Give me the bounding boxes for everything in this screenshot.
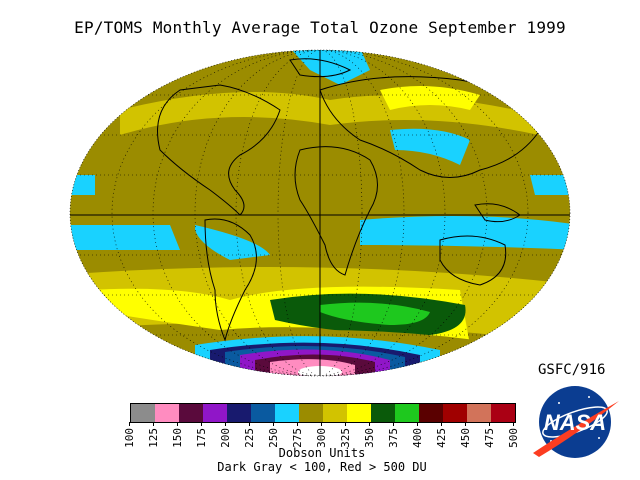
color-swatch	[179, 404, 203, 422]
color-swatch	[227, 404, 251, 422]
svg-text:NASA: NASA	[544, 410, 606, 435]
ozone-map	[69, 49, 571, 377]
globe-outline	[69, 49, 571, 377]
color-swatch	[491, 404, 515, 422]
color-swatch	[347, 404, 371, 422]
scale-note: Dark Gray < 100, Red > 500 DU	[217, 460, 427, 474]
color-swatch	[467, 404, 491, 422]
color-swatch	[443, 404, 467, 422]
ozone-arctic-cyan	[290, 50, 370, 85]
color-swatch	[155, 404, 179, 422]
color-swatch	[395, 404, 419, 422]
color-swatch	[419, 404, 443, 422]
color-swatch	[131, 404, 155, 422]
color-swatch	[251, 404, 275, 422]
color-swatch	[299, 404, 323, 422]
credit-label: GSFC/916	[538, 362, 606, 378]
color-swatch	[323, 404, 347, 422]
ozone-tropical-cyan	[70, 225, 180, 250]
continent-outlines	[157, 58, 541, 342]
map-title: EP/TOMS Monthly Average Total Ozone Sept…	[74, 18, 566, 37]
units-label: Dobson Units	[278, 446, 366, 460]
nasa-logo: NASA	[533, 386, 619, 458]
color-swatch	[371, 404, 395, 422]
ozone-hole-pink	[270, 359, 355, 376]
color-swatch	[275, 404, 299, 422]
color-scale-bar	[130, 403, 516, 423]
color-swatch	[203, 404, 227, 422]
